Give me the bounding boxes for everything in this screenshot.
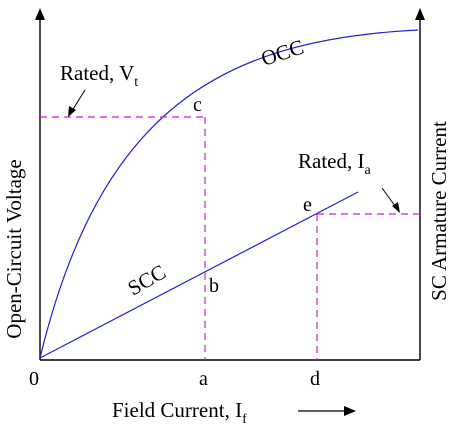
- rated-current-pointer-head: [392, 202, 400, 213]
- tick-d-label: d: [310, 368, 320, 390]
- y-axis-right-arrowhead: [415, 8, 425, 20]
- x-axis-title-arrowhead: [344, 406, 356, 416]
- occ-label: OCC: [258, 35, 306, 71]
- y-axis-left-arrowhead: [35, 8, 45, 20]
- origin-label: 0: [29, 368, 39, 390]
- y-axis-left-title: Open-Circuit Voltage: [2, 159, 26, 338]
- y-axis-right-title: SC Armature Current: [427, 121, 451, 301]
- scc-line: [39, 191, 359, 359]
- rated-voltage-label: Rated, Vt: [60, 61, 138, 90]
- occ-curve: [39, 29, 419, 359]
- point-c-label: c: [193, 94, 202, 116]
- point-b-label: b: [209, 275, 219, 297]
- tick-a-label: a: [199, 368, 208, 390]
- point-e-label: e: [303, 194, 312, 216]
- rated-current-label: Rated, Ia: [298, 149, 371, 178]
- x-axis-title: Field Current, If: [112, 398, 247, 427]
- rated-voltage-pointer-head: [68, 106, 76, 117]
